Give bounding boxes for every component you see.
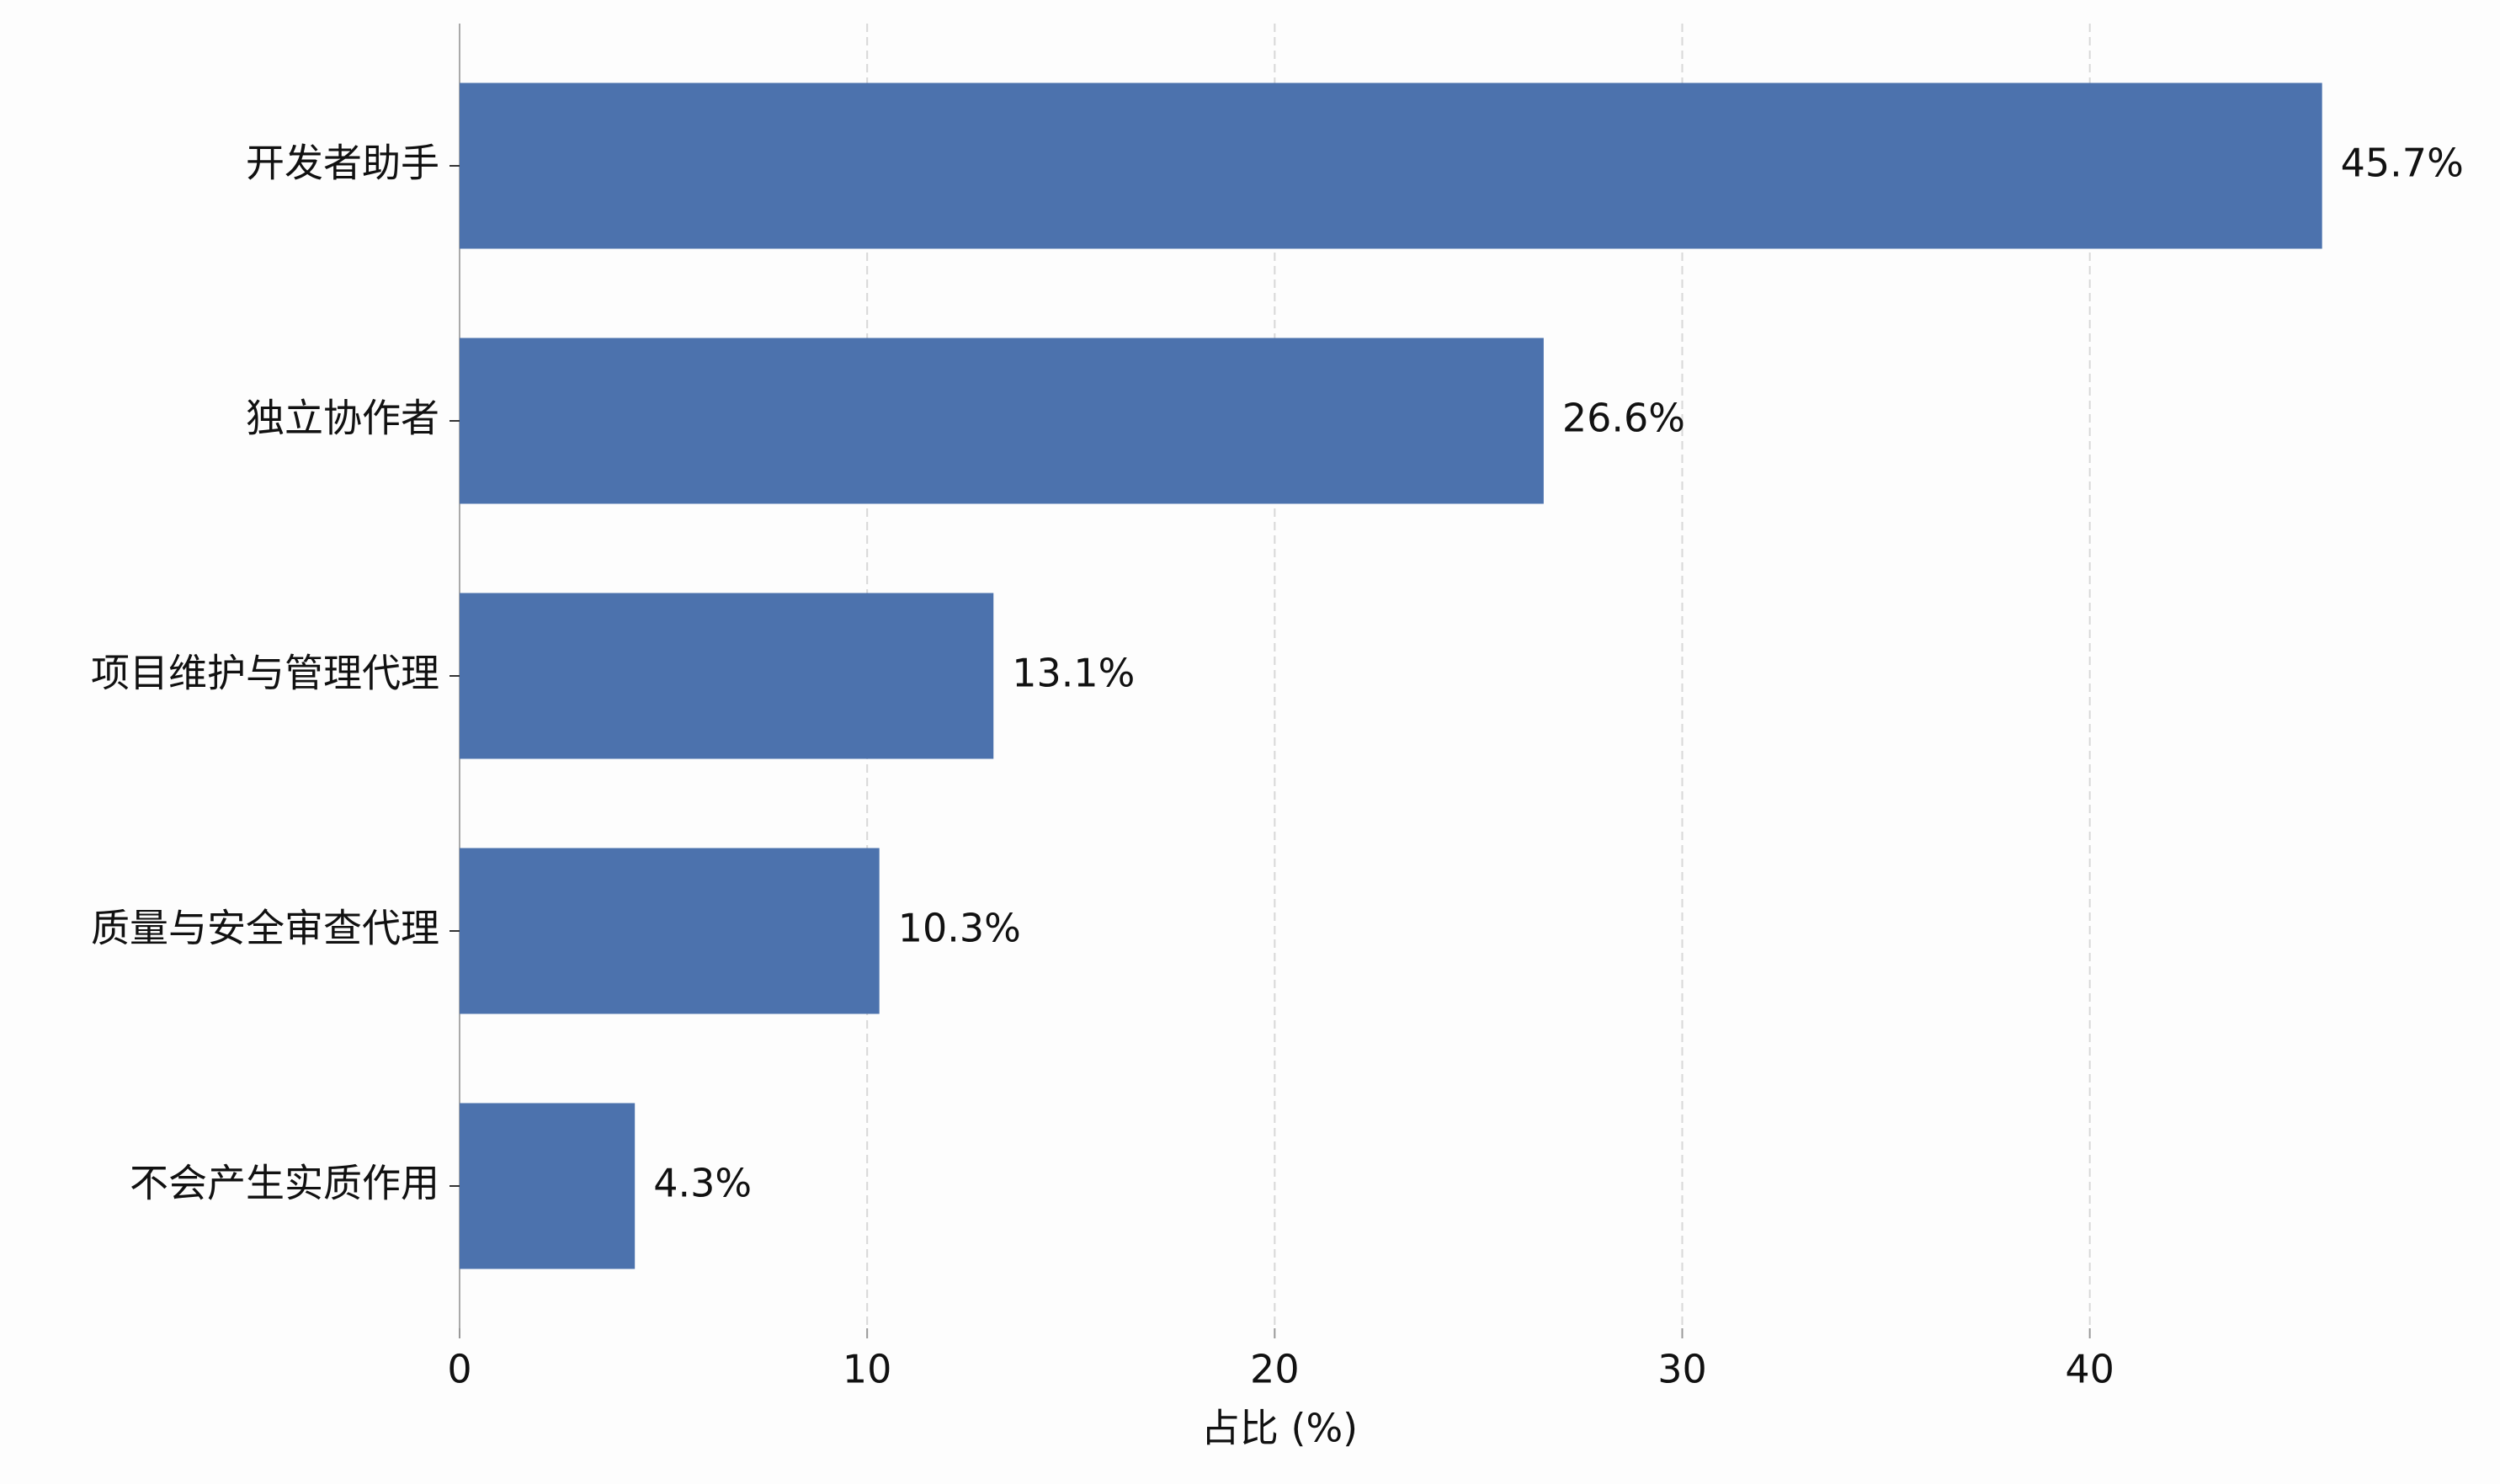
value-label: 4.3% bbox=[653, 1161, 752, 1206]
y-tick-label: 质量与安全审查代理 bbox=[91, 906, 439, 951]
x-tick-label: 10 bbox=[843, 1347, 892, 1392]
bar bbox=[460, 1103, 636, 1269]
y-tick-label: 不会产生实质作用 bbox=[130, 1161, 439, 1206]
y-tick-label: 独立协作者 bbox=[246, 396, 439, 441]
x-tick-label: 40 bbox=[2065, 1347, 2114, 1392]
bar bbox=[460, 593, 994, 759]
y-tick-label: 项目维护与管理代理 bbox=[91, 651, 439, 696]
value-label: 45.7% bbox=[2341, 141, 2464, 186]
x-tick-label: 0 bbox=[447, 1347, 471, 1392]
y-tick-label: 开发者助手 bbox=[246, 141, 439, 186]
x-tick-label: 20 bbox=[1250, 1347, 1300, 1392]
value-label: 10.3% bbox=[898, 906, 1021, 951]
x-tick-label: 30 bbox=[1657, 1347, 1707, 1392]
value-label: 13.1% bbox=[1012, 651, 1135, 696]
bar bbox=[460, 338, 1544, 504]
bar bbox=[460, 848, 880, 1014]
bar bbox=[460, 82, 2322, 249]
x-axis-label: 占比 (%) bbox=[1201, 1406, 1358, 1451]
value-label: 26.6% bbox=[1562, 396, 1685, 441]
